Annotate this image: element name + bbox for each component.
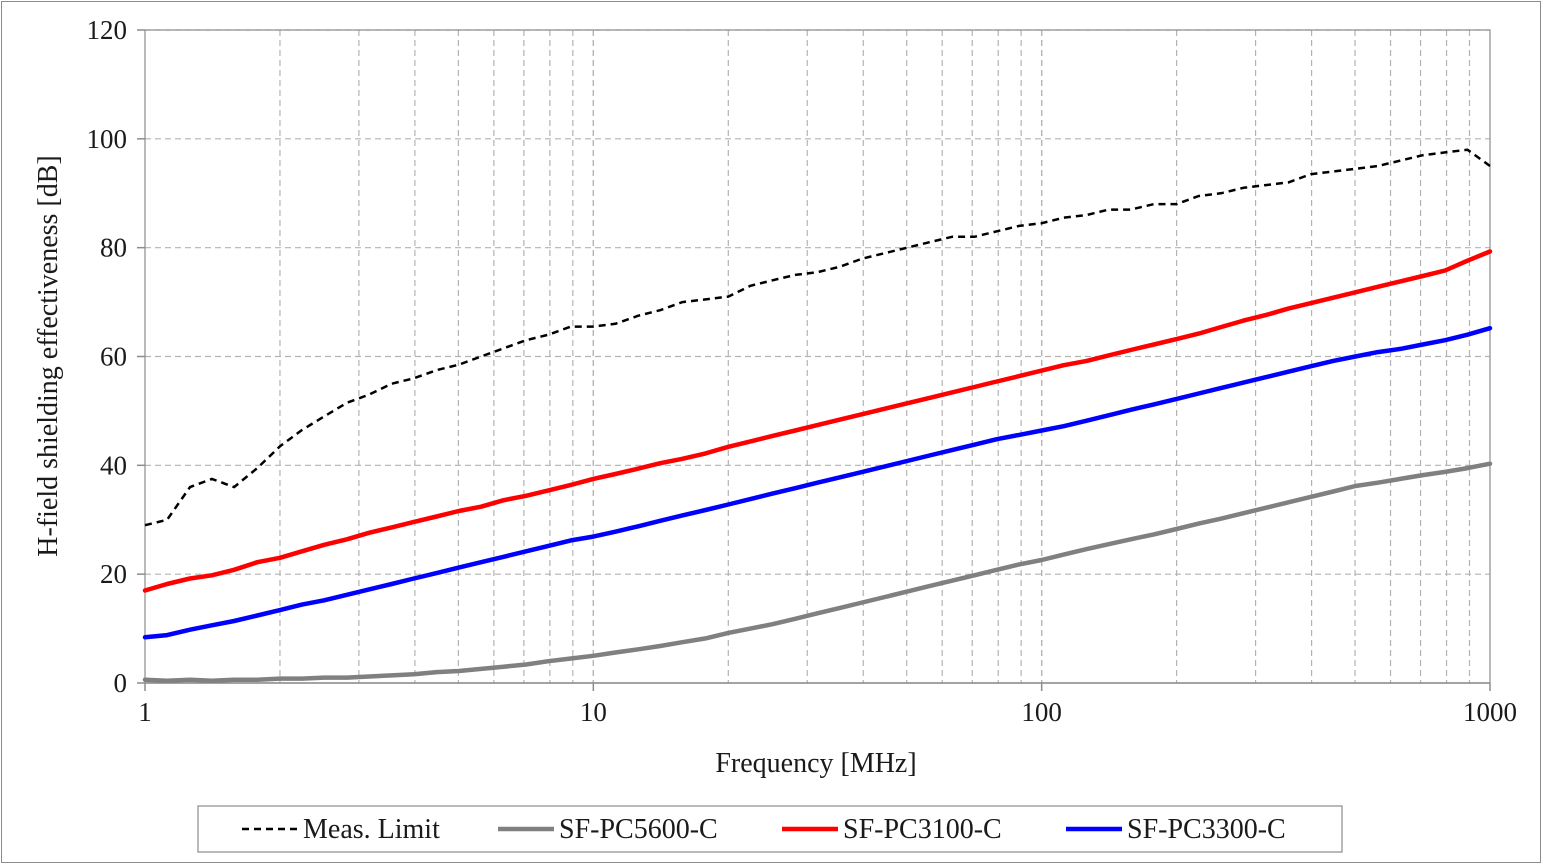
x-axis-label: Frequency [MHz] bbox=[715, 748, 916, 779]
series-line-3 bbox=[142, 249, 1493, 593]
y-tick-label: 0 bbox=[114, 668, 128, 698]
legend-label-1: Meas. Limit bbox=[303, 814, 440, 845]
series-layer bbox=[142, 148, 1493, 684]
y-tick-label: 80 bbox=[100, 233, 127, 263]
x-tick-label: 100 bbox=[1021, 697, 1062, 727]
series-line-1 bbox=[144, 148, 1491, 527]
y-tick-label: 120 bbox=[87, 15, 128, 45]
x-tick-label: 1000 bbox=[1463, 697, 1517, 727]
y-axis-label: H-field shielding effectiveness [dB] bbox=[33, 155, 64, 556]
x-tick-label: 10 bbox=[580, 697, 607, 727]
y-tick-label: 40 bbox=[100, 450, 127, 480]
y-tick-label: 100 bbox=[87, 124, 128, 154]
legend-label-2: SF-PC5600-C bbox=[559, 814, 718, 845]
legend: Meas. Limit SF-PC5600-C SF-PC3100-C SF-PC33… bbox=[197, 805, 1343, 853]
legend-box bbox=[197, 805, 1343, 853]
x-tick-label: 1 bbox=[138, 697, 152, 727]
legend-label-3: SF-PC3100-C bbox=[843, 814, 1002, 845]
legend-label-4: SF-PC3300-C bbox=[1127, 814, 1286, 845]
y-tick-label: 60 bbox=[100, 342, 127, 372]
axes: 1 10 100 1000 0 20 40 60 80 100 120 bbox=[87, 15, 1518, 727]
series-line-2 bbox=[142, 461, 1493, 684]
grid bbox=[145, 29, 1490, 683]
series-line-4 bbox=[142, 325, 1493, 640]
y-tick-label: 20 bbox=[100, 559, 127, 589]
